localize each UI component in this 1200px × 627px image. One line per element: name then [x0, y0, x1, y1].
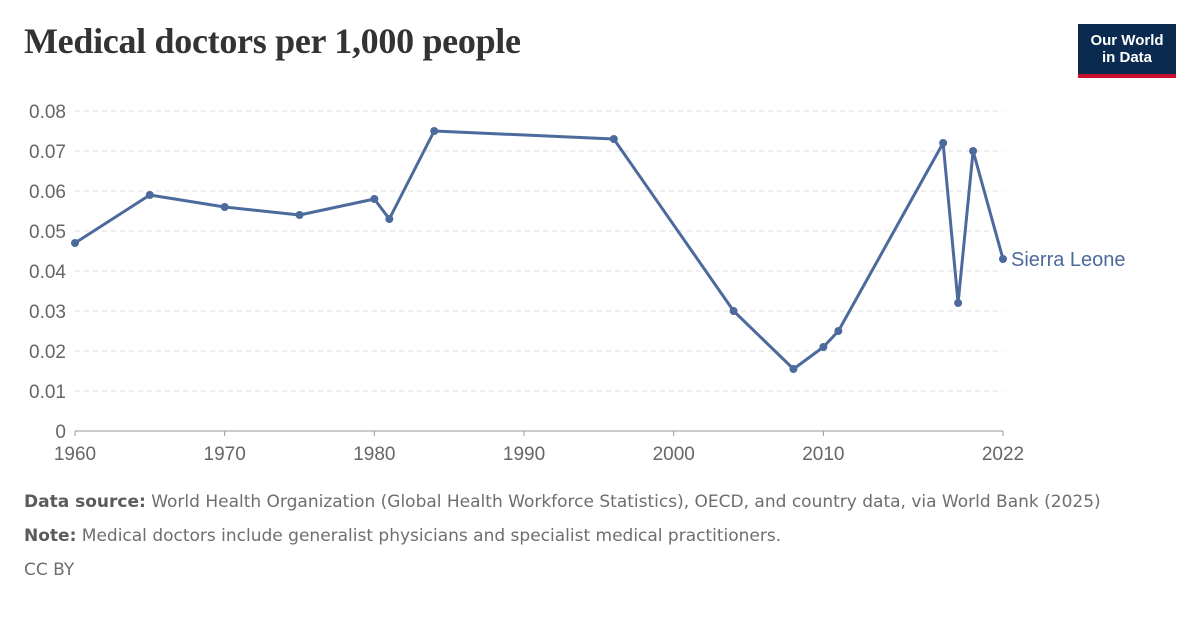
data-point[interactable] — [220, 203, 229, 211]
data-point[interactable] — [145, 191, 154, 199]
line-chart: 00.010.020.030.040.050.060.070.08 1960 19… — [29, 102, 1126, 465]
x-tick-label: 2000 — [653, 444, 695, 465]
data-source: Data source: World Health Organization (… — [24, 490, 1144, 514]
y-tick-label: 0.02 — [29, 342, 66, 363]
data-point[interactable] — [609, 135, 618, 143]
y-tick-label: 0.03 — [29, 302, 66, 323]
data-point[interactable] — [370, 195, 379, 203]
y-axis-tick-labels: 0 0.01 0.02 0.03 0.04 0.05 0.06 0.07 0.08 — [29, 102, 66, 443]
x-tick-label: 2022 — [982, 444, 1024, 465]
series-layer: Sierra Leone — [71, 127, 1126, 373]
y-tick-label: 0.06 — [29, 182, 66, 203]
x-tick-label: 2010 — [802, 444, 844, 465]
x-tick-label: 1980 — [353, 444, 395, 465]
x-tick-label: 1970 — [204, 444, 246, 465]
data-point[interactable] — [729, 307, 738, 315]
chart-title: Medical doctors per 1,000 people — [24, 21, 521, 61]
series-label: Sierra Leone — [1011, 249, 1126, 271]
data-point[interactable] — [430, 127, 439, 135]
data-point[interactable] — [819, 343, 828, 351]
data-point[interactable] — [999, 255, 1007, 263]
data-point[interactable] — [385, 215, 394, 223]
license[interactable]: CC BY — [24, 560, 75, 580]
data-source-label: Data source: — [24, 492, 146, 512]
x-axis: 1960 1970 1980 1990 2000 2010 2022 — [54, 430, 1024, 465]
data-point[interactable] — [834, 327, 843, 335]
data-point[interactable] — [939, 139, 948, 147]
note-label: Note: — [24, 526, 77, 546]
y-tick-label: 0.05 — [29, 222, 66, 243]
x-tick-label: 1960 — [54, 444, 96, 465]
data-point[interactable] — [789, 365, 798, 373]
y-tick-label: 0.08 — [29, 102, 66, 123]
y-tick-label: 0 — [55, 422, 66, 443]
data-point[interactable] — [71, 239, 79, 247]
y-tick-label: 0.04 — [29, 262, 66, 283]
data-point[interactable] — [954, 299, 963, 307]
grid-lines — [75, 110, 1003, 392]
y-tick-label: 0.01 — [29, 382, 66, 403]
y-tick-label: 0.07 — [29, 142, 66, 163]
owid-logo[interactable]: Our World in Data — [1078, 24, 1176, 78]
footer: Data source: World Health Organization (… — [24, 490, 1144, 592]
series-line[interactable] — [74, 129, 1005, 371]
logo-line-1: Our World — [1090, 32, 1164, 49]
logo-line-2: in Data — [1101, 49, 1152, 66]
data-point[interactable] — [295, 211, 304, 219]
x-tick-label: 1990 — [503, 444, 545, 465]
note: Note: Medical doctors include generalist… — [24, 524, 1144, 548]
data-point[interactable] — [969, 147, 978, 155]
data-source-text: World Health Organization (Global Health… — [151, 492, 1101, 512]
note-text: Medical doctors include generalist physi… — [81, 526, 782, 546]
